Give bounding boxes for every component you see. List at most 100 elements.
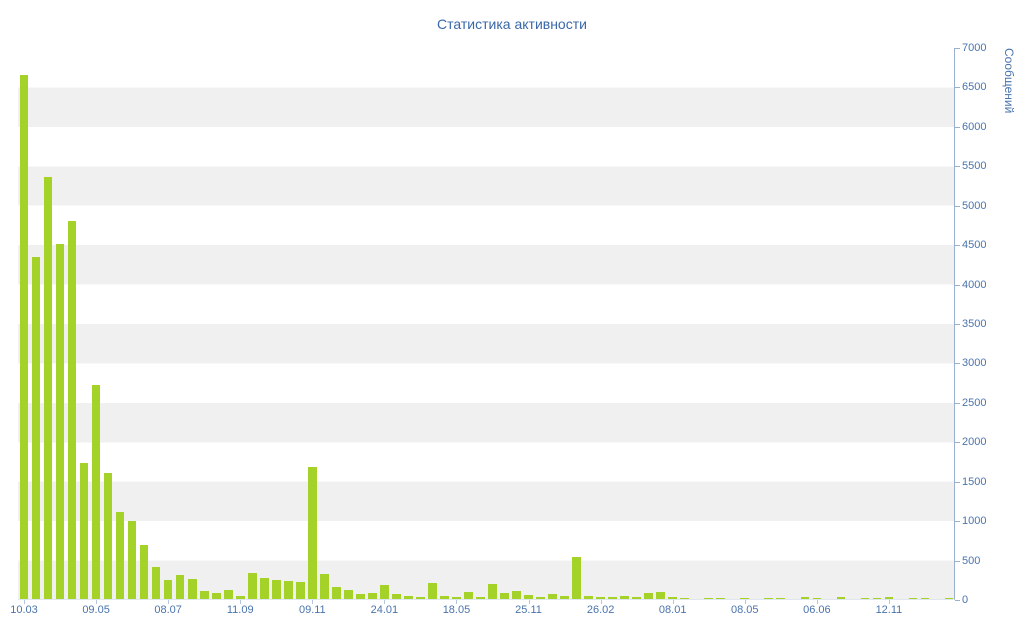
bar[interactable] [740, 598, 750, 599]
bar[interactable] [536, 596, 545, 599]
plot-area [18, 48, 955, 600]
bar[interactable] [572, 557, 581, 599]
x-tick-mark [384, 600, 386, 604]
x-tick-label: 06.06 [803, 604, 831, 616]
bar[interactable] [43, 177, 53, 599]
bar[interactable] [356, 594, 365, 599]
bar[interactable] [368, 592, 377, 599]
bar[interactable] [247, 572, 257, 599]
y-tick-label: 500 [962, 554, 981, 567]
bar[interactable] [151, 567, 161, 599]
bar[interactable] [199, 591, 209, 599]
bar[interactable] [584, 595, 593, 599]
bar[interactable] [187, 579, 197, 599]
bar[interactable] [632, 597, 641, 599]
bar[interactable] [644, 592, 653, 599]
x-tick-label: 08.07 [154, 604, 182, 616]
y-tick-label: 4500 [962, 239, 987, 252]
bar[interactable] [716, 597, 726, 599]
bar[interactable] [163, 580, 173, 599]
y-tick-label: 3000 [962, 357, 987, 370]
bar[interactable] [320, 573, 329, 599]
bar[interactable] [31, 256, 41, 599]
bar[interactable] [596, 597, 605, 599]
bar[interactable] [680, 597, 690, 599]
bar[interactable] [524, 595, 533, 599]
bar[interactable] [380, 584, 389, 599]
y-tick-mark [955, 402, 960, 404]
y-tick-label: 0 [962, 594, 969, 606]
bar[interactable] [440, 595, 449, 599]
bar[interactable] [307, 467, 317, 599]
bar[interactable] [127, 520, 137, 599]
bar[interactable] [404, 595, 413, 599]
bar[interactable] [332, 587, 341, 599]
x-tick-label: 08.05 [731, 604, 759, 616]
y-axis-title: Сообщений [1002, 48, 1016, 114]
bar[interactable] [416, 596, 425, 599]
y-tick-mark [955, 126, 960, 128]
bar[interactable] [91, 384, 101, 599]
bar[interactable] [608, 597, 617, 599]
bar[interactable] [428, 583, 437, 599]
bar[interactable] [223, 589, 233, 599]
x-tick-mark [96, 600, 98, 604]
x-tick-mark [456, 600, 458, 604]
y-tick-label: 1500 [962, 475, 987, 488]
bar[interactable] [656, 591, 665, 599]
y-tick-label: 6000 [962, 120, 987, 133]
bar[interactable] [920, 598, 930, 599]
y-tick-label: 5000 [962, 199, 987, 212]
bar[interactable] [19, 74, 29, 599]
bar[interactable] [884, 597, 894, 599]
bar[interactable] [283, 580, 293, 599]
bar[interactable] [512, 591, 521, 599]
bar[interactable] [836, 597, 846, 599]
bar[interactable] [548, 594, 557, 599]
bar[interactable] [944, 597, 954, 599]
bar[interactable] [812, 598, 822, 599]
bar[interactable] [344, 589, 353, 599]
bar[interactable] [860, 597, 870, 599]
y-tick-mark [955, 48, 960, 49]
bar[interactable] [295, 581, 305, 599]
x-tick-label: 10.03 [10, 604, 38, 616]
bar[interactable] [235, 595, 245, 599]
bar[interactable] [476, 596, 485, 599]
bar[interactable] [271, 580, 281, 599]
bar[interactable] [872, 598, 882, 599]
x-tick-label: 11.09 [226, 604, 254, 616]
x-tick-mark [600, 600, 602, 604]
y-tick-mark [955, 481, 960, 483]
bar[interactable] [55, 244, 65, 599]
chart-title: Статистика активности [437, 16, 587, 32]
bar[interactable] [175, 575, 185, 599]
bar[interactable] [211, 593, 221, 599]
bar[interactable] [139, 544, 149, 599]
bar[interactable] [464, 591, 473, 599]
bar[interactable] [103, 472, 113, 599]
bar[interactable] [704, 598, 714, 599]
bar[interactable] [776, 598, 786, 599]
bar[interactable] [800, 597, 810, 599]
bar[interactable] [452, 596, 461, 599]
bar[interactable] [500, 593, 509, 599]
bar[interactable] [392, 594, 401, 599]
y-tick-mark [955, 166, 960, 168]
y-tick-label: 2500 [962, 396, 987, 409]
x-tick-mark [24, 600, 25, 604]
bar[interactable] [79, 462, 89, 599]
x-tick-label: 24.01 [370, 604, 399, 616]
bar[interactable] [488, 584, 497, 599]
bar[interactable] [908, 597, 918, 599]
bar[interactable] [115, 512, 125, 599]
y-tick-mark [955, 324, 960, 325]
x-tick-mark [888, 600, 890, 604]
bar[interactable] [67, 221, 77, 599]
bar[interactable] [560, 595, 569, 599]
bar[interactable] [668, 597, 677, 599]
bar[interactable] [620, 596, 629, 599]
y-tick-mark [955, 521, 960, 523]
bar[interactable] [764, 597, 774, 599]
bar[interactable] [259, 577, 269, 599]
